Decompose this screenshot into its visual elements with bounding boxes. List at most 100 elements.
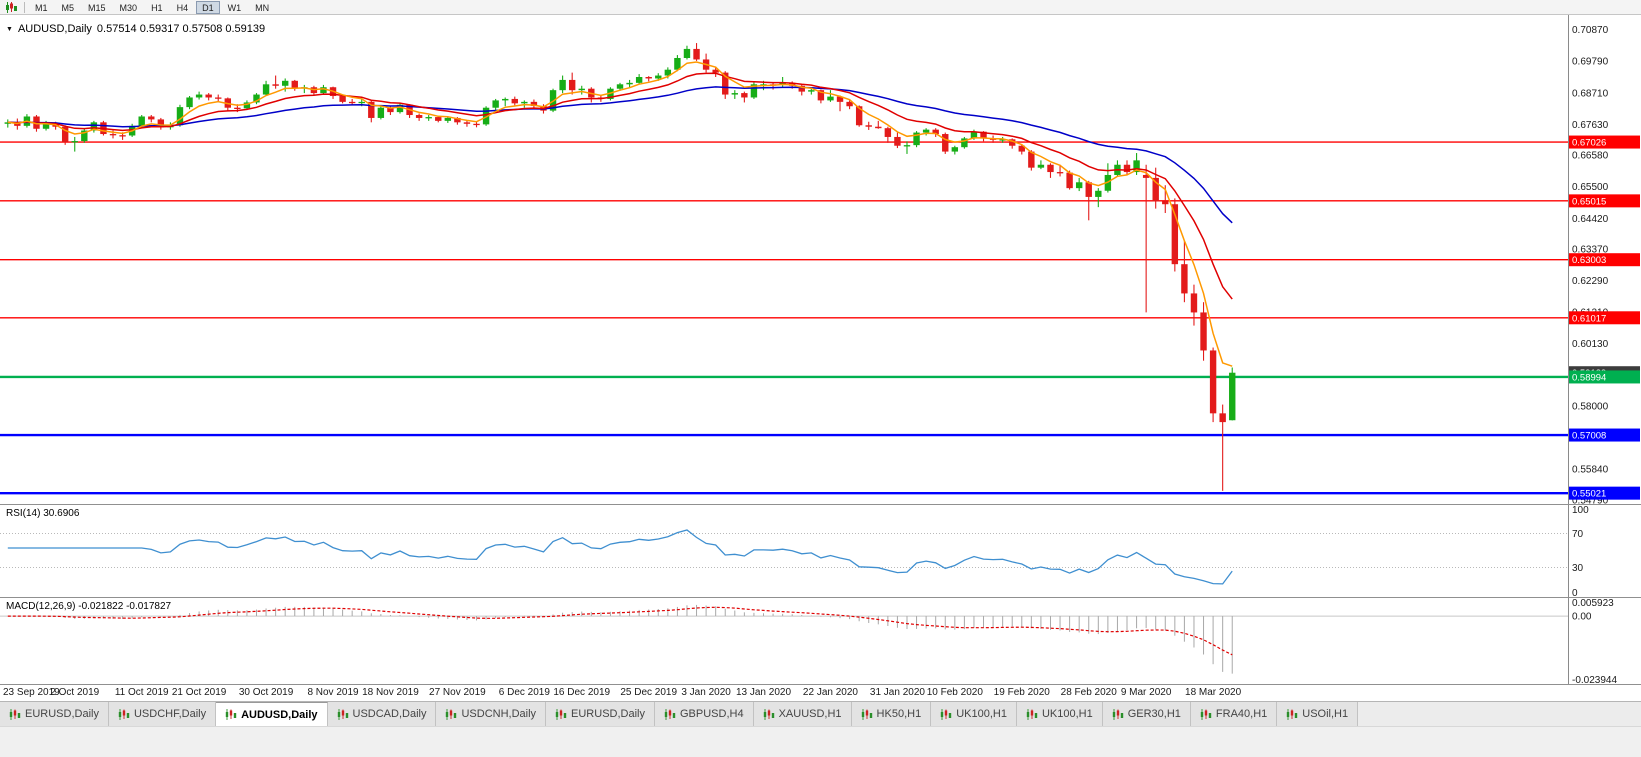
timeframe-button-H1[interactable]: H1	[151, 2, 163, 13]
time-axis-label: 18 Nov 2019	[362, 687, 419, 698]
tab-chart-icon	[763, 708, 775, 720]
svg-text:0.70870: 0.70870	[1572, 25, 1609, 36]
tab-label: GBPUSD,H4	[680, 708, 744, 720]
macd-histogram	[16, 604, 1233, 674]
svg-text:0.62290: 0.62290	[1572, 276, 1609, 287]
chart-ohlc-values: 0.57514 0.59317 0.57508 0.59139	[96, 23, 266, 35]
macd-axis-label: -0.023944	[1572, 675, 1617, 684]
svg-text:0.58994: 0.58994	[1572, 372, 1606, 383]
time-axis-label: 28 Feb 2020	[1060, 687, 1117, 698]
tab-chart-icon	[118, 708, 130, 720]
svg-text:0.63370: 0.63370	[1572, 244, 1609, 255]
svg-text:0.63003: 0.63003	[1572, 255, 1606, 266]
rsi-axis-label: 100	[1572, 505, 1589, 516]
tab-GBPUSD,H4[interactable]: GBPUSD,H4	[655, 702, 754, 726]
time-axis-label: 31 Jan 2020	[869, 687, 925, 698]
timeframe-button-W1[interactable]: W1	[227, 2, 242, 13]
timeframe-button-M1[interactable]: M1	[35, 2, 48, 13]
timeframe-button-M30[interactable]: M30	[119, 2, 138, 13]
time-axis-label: 30 Oct 2019	[238, 687, 294, 698]
timeframe-button-MN[interactable]: MN	[255, 2, 270, 13]
tab-AUDUSD,Daily[interactable]: AUDUSD,Daily	[216, 702, 328, 726]
tab-UK100,H1[interactable]: UK100,H1	[931, 702, 1017, 726]
svg-text:0.58000: 0.58000	[1572, 402, 1609, 413]
time-axis[interactable]: 23 Sep 2019 2 Oct 2019 11 Oct 2019 21 Oct 2…	[0, 685, 1641, 701]
tab-chart-icon	[1026, 708, 1038, 720]
time-axis-label: 6 Dec 2019	[498, 687, 550, 698]
timeframe-button-M15[interactable]: M15	[88, 2, 106, 13]
svg-text:0.66580: 0.66580	[1572, 151, 1609, 162]
tab-label: UK100,H1	[1041, 708, 1093, 720]
horizontal-lines-layer[interactable]	[0, 141, 1568, 495]
time-axis-label: 27 Nov 2019	[429, 687, 486, 698]
timeframe-buttons: M1 M5 M15 M30 H1 H4 D1 W1 MN	[28, 0, 276, 14]
tab-chart-icon	[445, 708, 457, 720]
tab-EURUSD,Daily[interactable]: EURUSD,Daily	[0, 702, 109, 726]
svg-text:0.69790: 0.69790	[1572, 57, 1609, 68]
tab-label: USDCHF,Daily	[133, 708, 207, 720]
candles-layer	[4, 43, 1236, 491]
svg-text:0.55840: 0.55840	[1572, 465, 1609, 476]
status-bar	[0, 726, 1641, 757]
tab-label: FRA40,H1	[1215, 708, 1268, 720]
tab-chart-icon	[1200, 708, 1212, 720]
macd-canvas[interactable]: 0.005923 0.00 -0.023944	[0, 598, 1641, 684]
tab-GER30,H1[interactable]: GER30,H1	[1102, 702, 1191, 726]
macd-axis-label: 0.005923	[1572, 598, 1614, 609]
tab-label: USDCAD,Daily	[352, 708, 427, 720]
rsi-indicator-panel[interactable]: 100 70 30 0 RSI(14) 30.6906	[0, 505, 1641, 598]
chart-title-overlay: ▼ AUDUSD,Daily 0.57514 0.59317 0.57508 0…	[6, 23, 265, 35]
timeframe-button-D1[interactable]: D1	[196, 0, 220, 14]
svg-text:0.67630: 0.67630	[1572, 120, 1609, 131]
price-badge-0.55021: 0.55021	[1569, 486, 1640, 500]
rsi-axis-label: 70	[1572, 529, 1584, 540]
svg-text:0.68710: 0.68710	[1572, 88, 1609, 99]
ma-5-line	[7, 61, 1233, 367]
svg-text:0.65500: 0.65500	[1572, 182, 1609, 193]
tab-USDCNH,Daily[interactable]: USDCNH,Daily	[436, 702, 547, 726]
macd-indicator-panel[interactable]: 0.005923 0.00 -0.023944 MACD(12,26,9) -0.0…	[0, 598, 1641, 685]
time-axis-label: 19 Feb 2020	[993, 687, 1050, 698]
rsi-line	[7, 529, 1233, 585]
timeframe-button-M5[interactable]: M5	[61, 2, 75, 13]
main-chart-panel[interactable]: 0.70870 0.69790 0.68710 0.67630 0.66580 0.655…	[0, 15, 1641, 505]
price-badge-0.57008: 0.57008	[1569, 428, 1640, 442]
tab-label: HK50,H1	[876, 708, 922, 720]
time-axis-label: 8 Nov 2019	[307, 687, 359, 698]
tab-label: GER30,H1	[1127, 708, 1181, 720]
tab-FRA40,H1[interactable]: FRA40,H1	[1190, 702, 1278, 726]
tab-HK50,H1[interactable]: HK50,H1	[851, 702, 932, 726]
tab-chart-icon	[940, 708, 952, 720]
tab-EURUSD,Daily[interactable]: EURUSD,Daily	[546, 702, 655, 726]
tab-label: USDCNH,Daily	[461, 708, 537, 720]
chart-type-icon[interactable]	[5, 1, 18, 13]
tab-label: EURUSD,Daily	[25, 708, 99, 720]
symbol-menu-icon[interactable]: ▼	[6, 25, 13, 33]
tab-label: USOil,H1	[1302, 708, 1349, 720]
tab-chart-icon	[1286, 708, 1298, 720]
timeframe-button-H4[interactable]: H4	[176, 2, 189, 13]
main-chart-canvas[interactable]: 0.70870 0.69790 0.68710 0.67630 0.66580 0.655…	[0, 15, 1641, 504]
tab-chart-icon	[664, 708, 676, 720]
time-axis-label: 13 Jan 2020	[735, 687, 792, 698]
svg-text:0.54790: 0.54790	[1572, 495, 1609, 504]
moving-averages-layer	[7, 61, 1233, 367]
time-axis-label: 3 Jan 2020	[681, 687, 731, 698]
tab-XAUUSD,H1[interactable]: XAUUSD,H1	[753, 702, 852, 726]
chart-symbol-label: AUDUSD,Daily	[17, 23, 92, 35]
ma-13-line	[7, 72, 1233, 300]
tab-USDCAD,Daily[interactable]: USDCAD,Daily	[327, 702, 437, 726]
tab-UK100,H1[interactable]: UK100,H1	[1016, 702, 1103, 726]
time-axis-label: 25 Dec 2019	[620, 687, 678, 698]
price-badge-0.58994: 0.58994	[1569, 370, 1640, 384]
ma-34-line	[7, 86, 1233, 224]
tab-chart-icon	[555, 708, 567, 720]
rsi-axis-label: 0	[1572, 588, 1578, 597]
svg-text:0.61017: 0.61017	[1572, 313, 1606, 324]
tab-chart-icon	[225, 709, 237, 720]
tab-USOil,H1[interactable]: USOil,H1	[1277, 702, 1359, 726]
tab-USDCHF,Daily[interactable]: USDCHF,Daily	[108, 702, 217, 726]
price-badge-0.63003: 0.63003	[1569, 253, 1640, 267]
svg-text:0.64420: 0.64420	[1572, 214, 1609, 225]
rsi-canvas[interactable]: 100 70 30 0	[0, 505, 1641, 597]
